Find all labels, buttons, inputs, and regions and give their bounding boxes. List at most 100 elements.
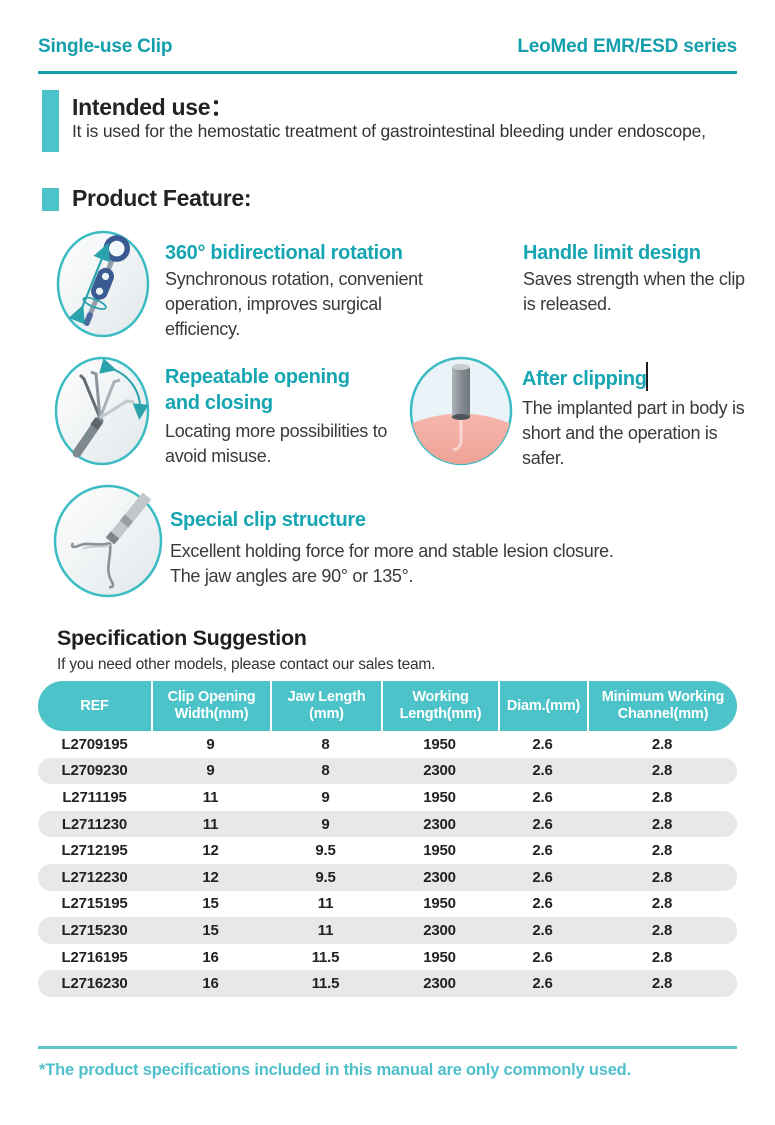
footer-note: *The product specifications included in … (39, 1061, 631, 1079)
ref-cell: L2711195 (62, 788, 127, 806)
value-cell: 2.6 (532, 815, 553, 833)
ref-cell: L2712230 (61, 868, 128, 886)
feature-body: Locating more possibilities to avoid mis… (165, 421, 388, 466)
value-cell: 2300 (423, 815, 456, 833)
column-header: Jaw Length (mm) (270, 681, 381, 731)
value-cell: 12 (202, 842, 219, 860)
value-cell: 2.8 (651, 895, 673, 913)
value-cell: 11 (317, 895, 334, 913)
value-cell: 2.6 (532, 735, 553, 753)
value-cell: 2.8 (651, 762, 673, 780)
column-header: REF (80, 697, 109, 714)
section-accent-square (42, 188, 59, 211)
value-cell: 1950 (423, 788, 456, 806)
value-cell: 2300 (423, 762, 456, 780)
product-name: Single-use Clip (38, 36, 173, 57)
text-cursor-artifact (646, 362, 648, 391)
value-cell: 2300 (423, 975, 456, 993)
value-cell: 2300 (423, 921, 456, 939)
ref-cell: L2712195 (61, 842, 128, 860)
value-cell: 2.6 (532, 868, 553, 886)
spec-table-header: REF Clip Opening Width(mm) Jaw Length (mm)… (38, 681, 737, 731)
value-cell: 2.6 (532, 948, 553, 966)
value-cell: 2.8 (651, 735, 673, 753)
value-cell: 16 (202, 975, 219, 993)
table-row: L2709195 9 8 1950 2.6 2.8 (38, 731, 737, 758)
feature-title: After clipping (522, 368, 647, 390)
value-cell: 9.5 (315, 842, 336, 860)
value-cell: 9 (206, 735, 215, 753)
feature-title: Handle limit design (523, 242, 701, 264)
value-cell: 2.8 (651, 921, 673, 939)
feature-title: 360° bidirectional rotation (165, 242, 403, 264)
feature-body: Saves strength when the clip is released… (523, 269, 745, 314)
value-cell: 2.6 (532, 842, 553, 860)
value-cell: 15 (202, 921, 219, 939)
feature-body: Excellent holding force for more and sta… (170, 541, 614, 586)
product-feature-title: Product Feature: (72, 185, 252, 211)
value-cell: 16 (202, 948, 219, 966)
value-cell: 9 (206, 762, 215, 780)
table-row: L2716230 16 11.5 2300 2.6 2.8 (38, 970, 737, 997)
value-cell: 2.6 (532, 895, 553, 913)
value-cell: 8 (321, 735, 330, 753)
ref-cell: L2709195 (61, 735, 128, 753)
feature-title: Special clip structure (170, 509, 366, 531)
value-cell: 11.5 (311, 948, 340, 966)
table-row: L2711195 11 9 1950 2.6 2.8 (38, 784, 737, 811)
ref-cell: L2715195 (61, 895, 128, 913)
column-header: Clip Opening Width(mm) (151, 681, 270, 731)
spec-subtitle: If you need other models, please contact… (57, 656, 436, 673)
value-cell: 12 (202, 868, 219, 886)
table-row: L2711230 11 9 2300 2.6 2.8 (38, 810, 737, 838)
value-cell: 9 (321, 815, 330, 833)
table-row: L2716195 16 11.5 1950 2.6 2.8 (38, 944, 737, 971)
value-cell: 11 (202, 815, 219, 833)
table-row: L2712230 12 9.5 2300 2.6 2.8 (38, 863, 737, 891)
series-name: LeoMed EMR/ESD series (517, 36, 737, 57)
open-clip-icon (52, 483, 164, 604)
value-cell: 2.8 (651, 948, 673, 966)
feature-body: Synchronous rotation, convenient operati… (165, 269, 423, 339)
ref-cell: L2709230 (61, 762, 128, 780)
value-cell: 2.8 (651, 975, 673, 993)
header-rule (38, 71, 737, 74)
value-cell: 1950 (423, 842, 456, 860)
column-header: Minimum Working Channel(mm) (587, 681, 737, 731)
value-cell: 9.5 (315, 868, 336, 886)
value-cell: 11 (317, 921, 334, 939)
spec-table: REF Clip Opening Width(mm) Jaw Length (mm)… (38, 681, 737, 997)
value-cell: 1950 (423, 948, 456, 966)
feature-body: The implanted part in body is short and … (522, 398, 745, 468)
value-cell: 2.6 (532, 762, 553, 780)
intended-use-body: It is used for the hemostatic treatment … (72, 121, 706, 141)
spec-table-body: L2709195 9 8 1950 2.6 2.8 L2709230 9 8 2300 2.6 2.8… (38, 731, 737, 997)
rotation-handle-icon (55, 229, 151, 344)
value-cell: 2.8 (651, 788, 673, 806)
column-header: Working Length(mm) (381, 681, 498, 731)
value-cell: 15 (202, 895, 219, 913)
feature-title: Repeatable opening and closing (165, 366, 350, 414)
spec-title: Specification Suggestion (57, 626, 307, 650)
implanted-clip-icon (408, 355, 514, 472)
intended-use-title: Intended use： (72, 94, 233, 120)
value-cell: 2.8 (651, 842, 673, 860)
table-row: L2712195 12 9.5 1950 2.6 2.8 (38, 837, 737, 864)
value-cell: 2.8 (651, 868, 673, 886)
ref-cell: L2716230 (61, 975, 128, 993)
value-cell: 1950 (423, 895, 456, 913)
column-header: Diam.(mm) (498, 681, 587, 731)
table-row: L2715230 15 11 2300 2.6 2.8 (38, 917, 737, 944)
value-cell: 2.8 (651, 815, 673, 833)
value-cell: 8 (321, 762, 330, 780)
clip-jaws-fan-icon (53, 355, 151, 472)
ref-cell: L2716195 (61, 948, 128, 966)
value-cell: 11.5 (311, 975, 340, 993)
section-accent-bar (42, 90, 59, 152)
table-row: L2709230 9 8 2300 2.6 2.8 (38, 757, 737, 785)
value-cell: 9 (321, 788, 330, 806)
ref-cell: L2711230 (61, 815, 128, 833)
value-cell: 2300 (423, 868, 456, 886)
footer-rule (38, 1046, 737, 1049)
value-cell: 1950 (423, 735, 456, 753)
